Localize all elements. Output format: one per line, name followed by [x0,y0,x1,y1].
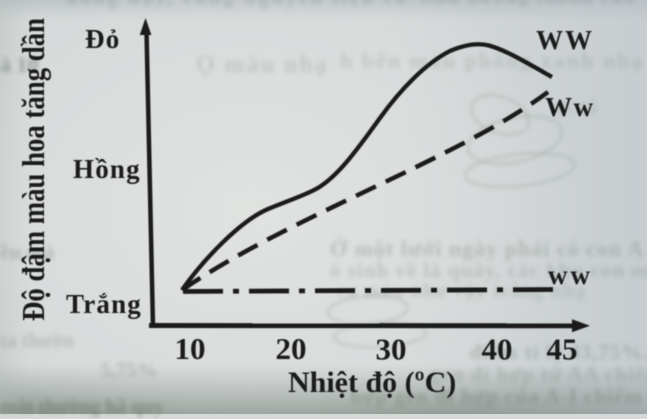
svg-text:Trắng: Trắng [66,289,142,319]
svg-text:45: 45 [547,332,578,367]
svg-text:Ww: Ww [545,92,595,122]
svg-text:ww: ww [548,260,593,290]
svg-text:10: 10 [175,331,206,366]
svg-text:WW: WW [536,25,594,55]
svg-text:40: 40 [482,332,513,367]
svg-text:Nhiệt độ (ºC): Nhiệt độ (ºC) [288,366,456,399]
svg-text:30: 30 [376,332,407,367]
svg-text:20: 20 [276,331,307,366]
svg-text:Đỏ: Đỏ [85,24,120,54]
svg-text:Độ đậm màu hoa tăng dần: Độ đậm màu hoa tăng dần [15,18,51,321]
svg-text:Hồng: Hồng [73,154,141,184]
